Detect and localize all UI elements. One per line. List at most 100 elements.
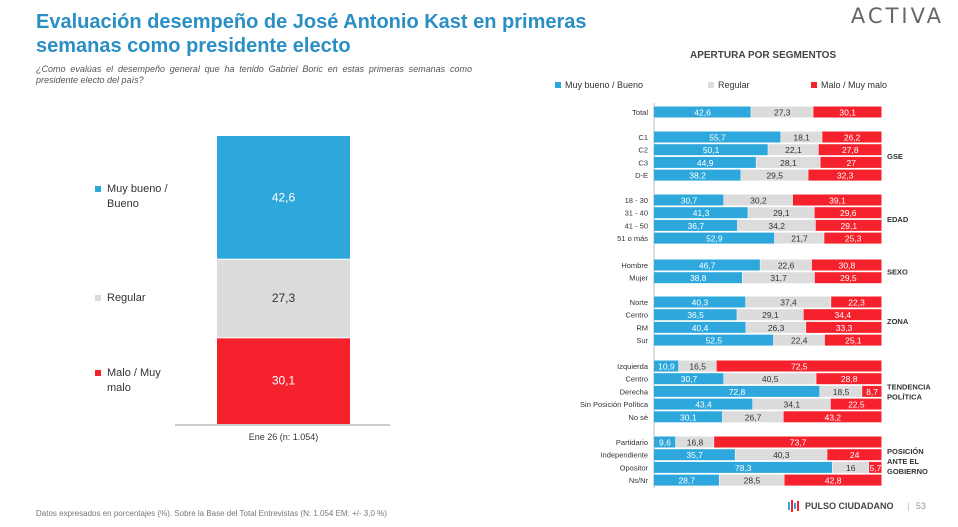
segment-bar-value: 72,8 (729, 387, 746, 397)
segment-bar-value: 42,6 (694, 108, 711, 118)
segment-bar-value: 16,5 (689, 362, 706, 372)
segment-bar (869, 461, 882, 473)
segment-bar-value: 22,4 (791, 336, 808, 346)
segment-bar-value: 29,5 (840, 273, 857, 283)
segment-bar (654, 334, 774, 346)
segment-bar-value: 43,4 (695, 400, 712, 410)
segment-bar-value: 18,5 (833, 387, 850, 397)
legend-swatch (95, 369, 101, 376)
segment-bar-value: 34,1 (784, 400, 801, 410)
segment-bar (654, 156, 756, 168)
segment-bar (822, 131, 882, 143)
segment-bar-value: 52,5 (706, 336, 723, 346)
main-series-label: Regular (95, 291, 146, 306)
segment-row-label: Hombre (621, 261, 648, 270)
segment-bar (774, 232, 824, 244)
segment-bar (654, 144, 768, 156)
segment-bar (654, 194, 724, 206)
segment-bar-value: 21,7 (791, 234, 808, 244)
segment-bar-value: 28,5 (744, 476, 761, 486)
segment-bar (768, 144, 819, 156)
segment-group-label: ANTE EL (887, 457, 920, 466)
segment-row-label: Derecha (620, 387, 649, 396)
segment-bar (654, 272, 742, 284)
legend-swatch (95, 294, 101, 301)
segment-bar-value: 24 (850, 450, 860, 460)
segment-bar (654, 106, 751, 118)
segment-bar-value: 40,3 (773, 450, 790, 460)
segment-bar (816, 373, 882, 385)
segment-row-label: Ns/Nr (629, 476, 649, 485)
brand-logo: ACTIVA (850, 4, 944, 28)
segment-bar (814, 207, 882, 219)
main-bar-segment (217, 259, 350, 338)
segment-row-label: Partidario (616, 438, 648, 447)
segment-bar (654, 398, 753, 410)
segment-bar-value: 27,8 (842, 145, 859, 155)
segment-bar-value: 18,1 (793, 133, 810, 143)
legend-label: Muy bueno / Bueno (565, 80, 644, 90)
pulso-separator: | (907, 501, 910, 511)
main-series-label-text: Regular (107, 291, 146, 304)
segment-bar (820, 156, 882, 168)
segments-title: APERTURA POR SEGMENTOS (690, 50, 837, 61)
segment-bar (819, 385, 862, 397)
segment-bar (654, 360, 679, 372)
segment-bar (808, 169, 882, 181)
segment-row-label: No sé (628, 413, 648, 422)
segment-bar-value: 8,7 (866, 387, 878, 397)
segment-bar (654, 259, 760, 271)
segment-row-label: 18 - 30 (625, 196, 648, 205)
segment-bar-value: 26,7 (745, 412, 762, 422)
segment-bar (783, 411, 882, 423)
segment-bar-value: 37,4 (780, 298, 797, 308)
segment-bar-value: 43,2 (824, 412, 841, 422)
legend-swatch (95, 186, 101, 193)
segment-bar (714, 436, 882, 448)
segment-bar-value: 25,3 (845, 234, 862, 244)
segment-row-label: Norte (630, 298, 648, 307)
segment-bar-value: 55,7 (709, 133, 726, 143)
segment-bar (654, 169, 741, 181)
segment-bar-value: 34,4 (835, 310, 852, 320)
segment-group-label: POSICIÓN (887, 447, 924, 456)
segment-row-label: 41 - 50 (625, 221, 648, 230)
legend-swatch (555, 82, 561, 88)
segment-bar (675, 436, 714, 448)
segment-row-label: Centro (625, 375, 648, 384)
segment-bar (831, 296, 882, 308)
segment-bar (803, 309, 882, 321)
segment-bar (741, 169, 808, 181)
main-series-label-text: Muy bueno / Bueno (107, 183, 168, 211)
segment-bar-value: 40,3 (692, 298, 709, 308)
segment-group-label: GOBIERNO (887, 467, 928, 476)
segment-bar (716, 360, 882, 372)
segment-bar-value: 29,5 (766, 171, 783, 181)
segment-bar (746, 321, 806, 333)
segment-bar-value: 30,7 (681, 196, 698, 206)
page-title: Evaluación desempeño de José Antonio Kas… (36, 11, 587, 57)
segment-bar-value: 30,8 (839, 261, 856, 271)
segment-bar (827, 449, 882, 461)
segment-bar-value: 44,9 (697, 158, 714, 168)
main-bar-segment (217, 136, 350, 259)
segment-bar-value: 38,2 (689, 171, 706, 181)
segment-bar-value: 5,7 (870, 463, 882, 473)
segment-bar-value: 28,1 (780, 158, 797, 168)
segment-bar (654, 232, 775, 244)
segment-bar (818, 144, 882, 156)
segment-bar (813, 106, 882, 118)
segment-bar-value: 30,1 (680, 412, 697, 422)
segment-bar (654, 131, 781, 143)
segment-row-label: Izquierda (617, 362, 649, 371)
main-series-label: Malo / Muy malo (95, 366, 161, 396)
segment-row-label: Independiente (600, 451, 648, 460)
legend-item: Malo / Muy malo (811, 80, 887, 90)
segment-row-label: C2 (638, 146, 648, 155)
legend-label: Regular (718, 80, 750, 90)
segment-bar-value: 27,3 (774, 108, 791, 118)
segment-row-label: Opositor (620, 463, 649, 472)
segment-bar (678, 360, 717, 372)
segment-group-label: ZONA (887, 317, 909, 326)
